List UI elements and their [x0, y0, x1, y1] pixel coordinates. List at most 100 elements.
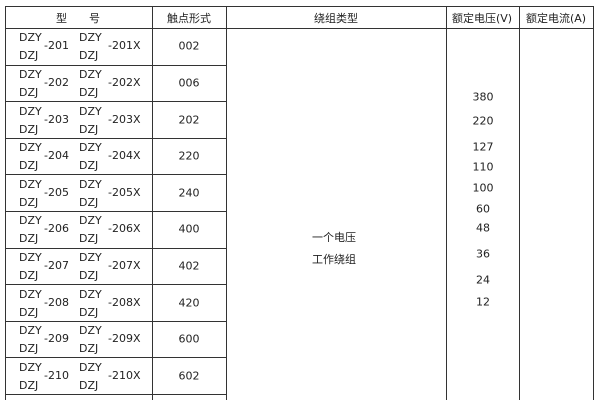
model-prefix: DZY — [79, 67, 102, 81]
column-border — [226, 6, 227, 400]
row-border — [5, 321, 226, 322]
model-prefix: DZJ — [19, 159, 39, 173]
row-border — [5, 101, 226, 102]
model-prefix: DZY — [19, 177, 42, 191]
row-border — [5, 357, 226, 358]
column-border — [446, 6, 447, 400]
header-current: 额定电流(A) — [525, 12, 587, 25]
header-bottom-border — [5, 28, 594, 29]
row-border — [5, 394, 226, 395]
model-prefix: DZY — [19, 324, 42, 338]
column-border — [519, 6, 520, 400]
contact-form: 002 — [178, 39, 200, 53]
model-prefix: DZY — [79, 250, 102, 264]
model-prefix: DZJ — [19, 342, 39, 356]
model-prefix: DZY — [19, 67, 42, 81]
model-number: -204 — [44, 149, 69, 163]
model-number-x: -203X — [108, 112, 141, 126]
model-prefix: DZJ — [19, 85, 39, 99]
model-number: -209 — [44, 332, 69, 346]
contact-form: 602 — [178, 369, 200, 383]
rated-voltage: 110 — [472, 160, 494, 174]
model-prefix: DZJ — [19, 122, 39, 136]
model-number: -203 — [44, 112, 69, 126]
rated-voltage: 12 — [476, 295, 490, 309]
rated-voltage: 127 — [472, 140, 494, 154]
model-prefix: DZJ — [19, 305, 39, 319]
contact-form: 240 — [178, 186, 200, 200]
model-prefix: DZY — [19, 141, 42, 155]
model-prefix: DZY — [19, 214, 42, 228]
model-prefix: DZY — [79, 177, 102, 191]
model-number: -207 — [44, 258, 69, 272]
model-prefix: DZJ — [19, 195, 39, 209]
model-prefix: DZJ — [19, 378, 39, 392]
model-prefix: DZJ — [79, 378, 99, 392]
model-number: -205 — [44, 185, 69, 199]
contact-form: 420 — [178, 296, 200, 309]
model-prefix: DZY — [79, 141, 102, 155]
model-prefix: DZY — [79, 104, 102, 118]
model-prefix: DZJ — [19, 49, 39, 63]
model-prefix: DZY — [19, 360, 42, 374]
model-prefix: DZJ — [79, 195, 99, 209]
rated-voltage: 220 — [472, 114, 494, 128]
model-number-x: -208X — [108, 295, 141, 309]
model-number-x: -206X — [108, 222, 141, 236]
contact-form: 220 — [178, 149, 200, 163]
contact-form: 202 — [178, 113, 200, 126]
winding-type-line2: 工作绕组 — [312, 253, 356, 266]
model-prefix: DZJ — [79, 268, 99, 282]
contact-form: 402 — [178, 259, 200, 273]
header-model: 型 号 — [56, 12, 100, 25]
model-prefix: DZJ — [79, 122, 99, 136]
model-number-x: -210X — [108, 368, 141, 382]
row-border — [5, 174, 226, 175]
model-number: -208 — [44, 295, 69, 309]
model-prefix: DZY — [79, 214, 102, 228]
model-number-x: -205X — [108, 185, 141, 199]
contact-form: 400 — [178, 222, 200, 236]
model-number: -201 — [44, 39, 69, 53]
column-border — [593, 6, 594, 400]
model-number-x: -202X — [108, 75, 141, 89]
column-border — [5, 6, 6, 400]
model-number: -210 — [44, 368, 69, 382]
model-prefix: DZY — [79, 360, 102, 374]
model-prefix: DZJ — [19, 232, 39, 246]
model-prefix: DZY — [19, 104, 42, 118]
contact-form: 600 — [178, 332, 200, 346]
rated-voltage: 24 — [476, 273, 490, 287]
model-prefix: DZY — [79, 324, 102, 338]
winding-type-line1: 一个电压 — [312, 231, 356, 244]
model-prefix: DZJ — [19, 268, 39, 282]
rated-voltage: 60 — [476, 202, 490, 216]
rated-voltage: 100 — [472, 181, 494, 195]
rated-voltage: 48 — [476, 221, 490, 235]
rated-voltage: 380 — [472, 90, 494, 104]
header-voltage: 额定电压(V) — [451, 12, 513, 25]
row-border — [5, 138, 226, 139]
model-number: -202 — [44, 75, 69, 89]
model-number: -206 — [44, 222, 69, 236]
model-prefix: DZJ — [79, 342, 99, 356]
table-top-border — [5, 6, 594, 7]
model-number-x: -209X — [108, 332, 141, 346]
model-prefix: DZJ — [79, 49, 99, 63]
model-prefix: DZY — [79, 31, 102, 45]
model-prefix: DZJ — [79, 85, 99, 99]
model-number-x: -204X — [108, 149, 141, 163]
model-prefix: DZY — [19, 250, 42, 264]
model-prefix: DZY — [19, 287, 42, 301]
row-border — [5, 65, 226, 66]
contact-form: 006 — [178, 76, 200, 90]
row-border — [5, 248, 226, 249]
column-border — [152, 6, 153, 400]
model-prefix: DZY — [19, 31, 42, 45]
model-number-x: -201X — [108, 39, 141, 53]
model-prefix: DZJ — [79, 305, 99, 319]
header-winding: 绕组类型 — [314, 12, 358, 25]
row-border — [5, 284, 226, 285]
model-number-x: -207X — [108, 258, 141, 272]
